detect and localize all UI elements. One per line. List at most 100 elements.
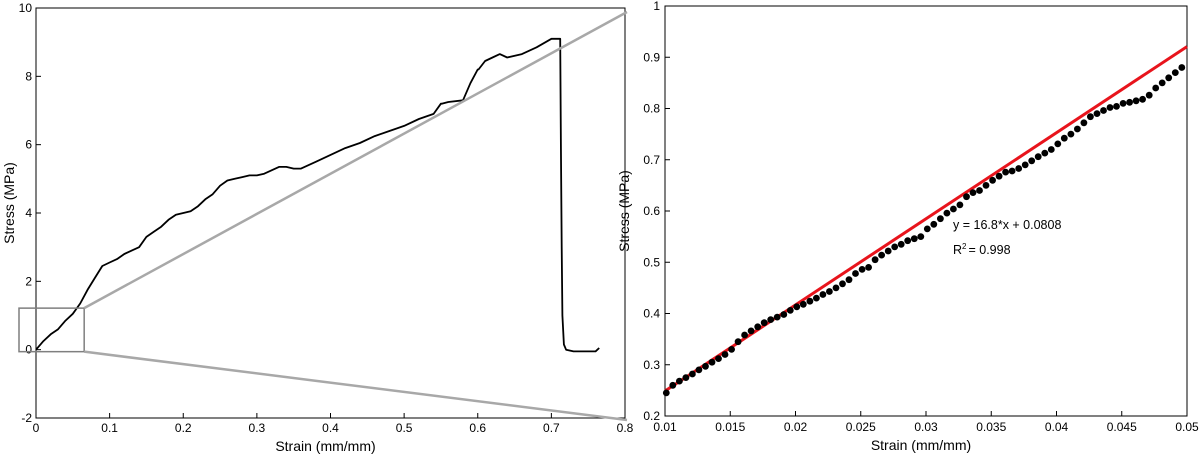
x-tick-label: 0.035: [976, 420, 1006, 434]
data-point: [1100, 107, 1107, 114]
data-point: [852, 270, 859, 277]
data-point: [923, 225, 931, 233]
r-symbol: R: [953, 243, 962, 257]
data-point: [1126, 98, 1133, 106]
left-stress-strain-plot: 0 0.1 0.2 0.3 0.4 0.5 0.6 0.7 0.8-20246810Strain…: [1, 1, 634, 454]
x-axis-label: Strain (mm/mm): [275, 438, 375, 454]
data-point: [878, 251, 885, 259]
data-point: [780, 311, 788, 318]
data-point: [1047, 146, 1055, 153]
data-point: [1015, 165, 1023, 172]
data-point: [741, 331, 748, 339]
y-tick-label: 0.7: [643, 153, 660, 167]
y-tick-label: 0.2: [643, 409, 660, 423]
y-tick-label: 2: [25, 274, 32, 288]
data-point: [813, 294, 820, 302]
fit-equation: y = 16.8*x + 0.0808: [953, 218, 1061, 232]
r-squared-annotation: R2 = 0.998: [953, 242, 1011, 257]
data-point: [1041, 149, 1049, 157]
data-point: [910, 235, 918, 243]
data-point: [969, 189, 977, 197]
data-point: [715, 355, 722, 362]
y-tick-label: -2: [21, 411, 32, 425]
zoom-connector: [83, 10, 628, 422]
data-point: [930, 220, 938, 228]
zoom-region-box: [18, 307, 85, 353]
data-point: [845, 276, 853, 284]
x-tick-label: 0.2: [175, 421, 192, 435]
data-point: [1008, 167, 1016, 175]
data-point: [1054, 140, 1062, 148]
data-point: [950, 205, 957, 213]
data-point: [1002, 168, 1009, 176]
data-point: [1145, 91, 1153, 99]
linear-fit-line: [664, 45, 1188, 393]
x-tick-label: 0.025: [846, 420, 876, 434]
data-point: [832, 284, 840, 292]
data-point: [871, 256, 879, 264]
data-point: [904, 237, 912, 245]
data-point: [767, 316, 775, 323]
right-linear-region-plot: 0.01 0.015 0.02 0.025 0.03 0.035 0.04 0.045 0.05…: [616, 0, 1199, 453]
y-tick-label: 0.3: [643, 358, 660, 372]
data-point: [1074, 125, 1081, 133]
y-axis-label: Stress (MPa): [616, 170, 632, 252]
data-point: [1158, 79, 1166, 87]
data-point: [1080, 119, 1088, 127]
x-tick-label: 0.5: [396, 421, 413, 435]
data-point: [826, 288, 833, 295]
x-tick-label: 0.04: [1045, 420, 1069, 434]
data-point: [839, 280, 846, 288]
data-point: [669, 381, 677, 389]
y-axis-label: Stress (MPa): [1, 162, 17, 244]
data-point: [1021, 161, 1029, 169]
x-tick-label: 0.045: [1107, 420, 1137, 434]
y-tick-label: 0: [25, 343, 32, 357]
data-point: [1093, 110, 1101, 117]
data-point: [1132, 97, 1140, 105]
x-tick-label: 0: [33, 421, 40, 435]
data-point: [1067, 130, 1075, 138]
data-point: [982, 182, 990, 189]
data-point: [865, 264, 872, 271]
data-point: [1087, 113, 1094, 121]
data-point: [1034, 153, 1042, 161]
data-point: [1113, 103, 1120, 110]
data-point: [695, 366, 703, 374]
data-point: [754, 323, 762, 331]
data-point: [689, 370, 696, 378]
r-squared-value: = 0.998: [968, 243, 1010, 257]
data-point: [1178, 64, 1186, 71]
data-point: [1139, 95, 1146, 103]
data-point: [806, 297, 814, 305]
x-axis-label: Strain (mm/mm): [871, 437, 971, 453]
x-tick-label: 0.015: [715, 420, 745, 434]
r-squared-exponent: 2: [962, 242, 967, 251]
data-point: [786, 307, 794, 314]
data-point: [1106, 104, 1114, 111]
data-point: [819, 291, 827, 298]
y-tick-label: 0.5: [643, 255, 660, 269]
data-point: [734, 338, 742, 346]
data-point: [956, 201, 964, 209]
data-point: [917, 233, 925, 241]
x-tick-label: 0.05: [1175, 420, 1199, 434]
data-point: [799, 300, 807, 308]
y-tick-label: 8: [25, 69, 32, 83]
x-tick-label: 0.4: [322, 421, 339, 435]
data-point: [1060, 134, 1068, 142]
x-tick-label: 0.03: [914, 420, 938, 434]
right-plot-frame: [664, 5, 1188, 417]
data-point: [676, 377, 683, 385]
data-point: [891, 243, 899, 251]
data-point: [773, 313, 781, 321]
data-point: [937, 215, 944, 223]
y-tick-label: 0.8: [643, 102, 660, 116]
data-point: [760, 319, 768, 327]
data-point: [963, 193, 970, 201]
y-tick-label: 0.4: [643, 307, 660, 321]
zoom-line-top: [83, 10, 628, 310]
stress-strain-curve: [35, 37, 600, 353]
x-tick-label: 0.3: [249, 421, 266, 435]
zoom-line-bottom: [84, 350, 628, 422]
